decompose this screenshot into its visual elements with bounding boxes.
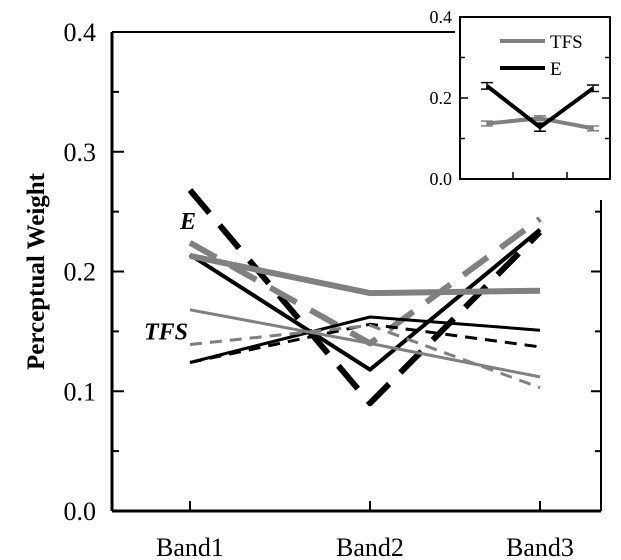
y-tick-label: 0.1 xyxy=(64,377,97,406)
y-tick-label: 0.2 xyxy=(64,258,97,287)
inset-legend-label: E xyxy=(550,59,562,80)
annotation-label: TFS xyxy=(144,319,188,345)
x-tick-label: Band3 xyxy=(506,533,574,560)
inset-y-tick-label: 0.4 xyxy=(430,7,453,27)
series-line-0 xyxy=(187,188,543,407)
y-tick-label: 0.3 xyxy=(64,138,97,167)
inset-legend-label: TFS xyxy=(550,32,583,53)
annotation-label: E xyxy=(179,209,196,235)
y-tick-label: 0.0 xyxy=(64,497,97,526)
inset-plot: 0.0 0.2 0.4 TFS E xyxy=(430,7,611,189)
series-line-7 xyxy=(189,308,541,379)
x-tick-label: Band1 xyxy=(156,533,224,560)
series-line-4 xyxy=(189,315,541,364)
y-tick-label: 0.4 xyxy=(64,18,97,47)
series-line-3 xyxy=(189,252,541,297)
inset-frame xyxy=(459,16,611,180)
x-tick-label: Band2 xyxy=(336,533,404,560)
y-axis-label: Perceptual Weight xyxy=(23,172,50,370)
series-line-1 xyxy=(188,228,542,372)
series-line-6 xyxy=(189,323,541,390)
inset-y-tick-label: 0.0 xyxy=(430,169,453,189)
main-plot: 0.0 0.1 0.2 0.3 0.4 Band1 Band2 Band3 Perceptual… xyxy=(23,18,602,560)
inset-y-tick-label: 0.2 xyxy=(430,88,453,108)
